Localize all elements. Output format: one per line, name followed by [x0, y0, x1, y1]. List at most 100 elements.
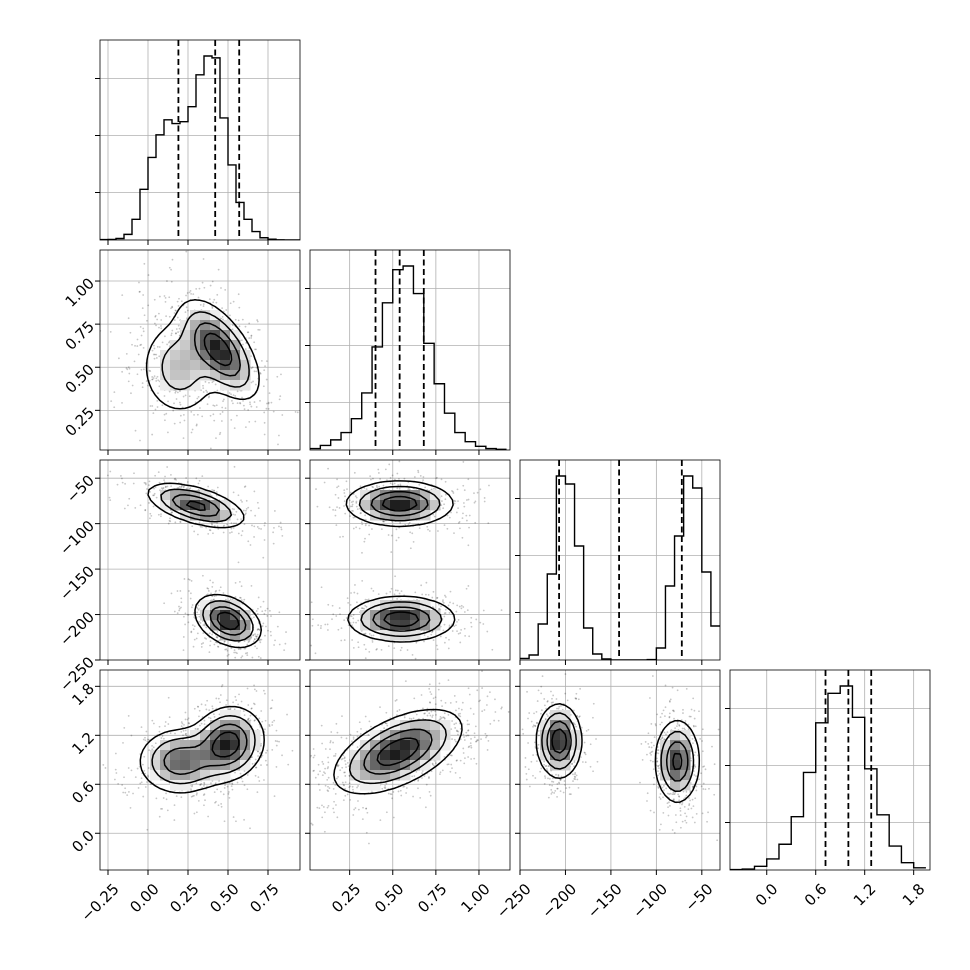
sample-point: [673, 717, 675, 720]
sample-point: [334, 752, 337, 755]
sample-point: [701, 728, 704, 731]
density-cell: [160, 360, 171, 371]
sample-point: [359, 485, 362, 488]
sample-point: [267, 629, 269, 632]
sample-point: [335, 777, 338, 780]
sample-point: [332, 781, 335, 784]
sample-point: [323, 771, 325, 774]
sample-point: [211, 489, 214, 491]
density-cell: [160, 380, 171, 391]
sample-point: [203, 286, 206, 289]
sample-point: [361, 663, 363, 665]
sample-point: [261, 754, 264, 757]
density-cell: [410, 750, 421, 761]
sample-point: [396, 589, 399, 592]
sample-point: [348, 782, 351, 785]
sample-point: [232, 527, 235, 529]
sample-point: [347, 765, 350, 768]
sample-point: [468, 723, 470, 726]
sample-point: [240, 585, 243, 588]
sample-point: [556, 787, 559, 790]
sample-point: [476, 491, 479, 494]
contour-level-0: [535, 703, 701, 803]
sample-point: [356, 735, 359, 738]
sample-point: [368, 720, 371, 723]
sample-point: [237, 648, 240, 651]
sample-point: [341, 757, 344, 760]
contour-level-2: [163, 723, 248, 775]
sample-point: [240, 777, 243, 780]
sample-point: [190, 789, 193, 792]
sample-point: [507, 711, 510, 713]
sample-point: [693, 717, 696, 720]
sample-point: [383, 520, 385, 523]
sample-point: [134, 506, 137, 509]
density-cell: [210, 340, 221, 351]
sample-point: [204, 799, 206, 802]
sample-point: [316, 806, 319, 809]
sample-point: [349, 733, 352, 736]
sample-point: [672, 793, 675, 796]
sample-point: [415, 770, 418, 773]
sample-point: [448, 516, 451, 519]
sample-point: [344, 759, 346, 762]
density-cell: [220, 510, 231, 521]
sample-point: [252, 633, 255, 636]
sample-point: [196, 632, 199, 635]
sample-point: [255, 348, 257, 351]
sample-point: [452, 602, 455, 605]
sample-point: [214, 641, 217, 644]
sample-point: [545, 765, 548, 767]
density-cell: [170, 750, 181, 761]
sample-point: [243, 486, 246, 488]
density-cell: [550, 730, 561, 741]
sample-point: [182, 437, 185, 440]
sample-point: [272, 531, 275, 534]
sample-point: [717, 728, 720, 731]
sample-point: [324, 784, 327, 787]
sample-point: [693, 765, 696, 768]
sample-point: [486, 749, 489, 751]
sample-point: [175, 328, 178, 330]
sample-point: [195, 637, 198, 640]
sample-point: [324, 772, 326, 775]
sample-point: [459, 727, 462, 730]
density-cell: [220, 340, 231, 351]
sample-point: [264, 728, 266, 731]
sample-point: [436, 596, 439, 599]
sample-point: [420, 584, 423, 587]
sample-point: [257, 507, 260, 510]
sample-point: [449, 590, 452, 593]
density-cell: [220, 330, 231, 341]
sample-point: [143, 262, 146, 265]
sample-point: [202, 258, 205, 260]
sample-point: [217, 646, 220, 648]
density-cell: [160, 740, 171, 751]
sample-point: [185, 477, 188, 479]
sample-point: [356, 601, 358, 604]
sample-point: [260, 360, 263, 362]
sample-point: [475, 740, 477, 743]
sample-point: [500, 609, 503, 612]
sample-point: [406, 649, 409, 651]
sample-point: [459, 632, 462, 634]
sample-point: [283, 649, 286, 652]
sample-point: [423, 775, 426, 777]
sample-point: [244, 325, 247, 328]
density-cell: [230, 710, 241, 721]
sample-point: [158, 730, 161, 733]
sample-point: [457, 713, 460, 715]
density-cell: [370, 600, 381, 611]
sample-point: [459, 759, 462, 762]
sample-point: [187, 578, 190, 581]
sample-point: [249, 403, 252, 406]
sample-point: [291, 749, 294, 752]
sample-point: [220, 287, 222, 289]
sample-point: [334, 509, 337, 512]
sample-point: [243, 714, 246, 716]
sample-point: [437, 688, 440, 691]
sample-point: [256, 647, 258, 650]
sample-point: [232, 394, 235, 397]
sample-point: [176, 316, 179, 319]
sample-point: [679, 826, 682, 829]
